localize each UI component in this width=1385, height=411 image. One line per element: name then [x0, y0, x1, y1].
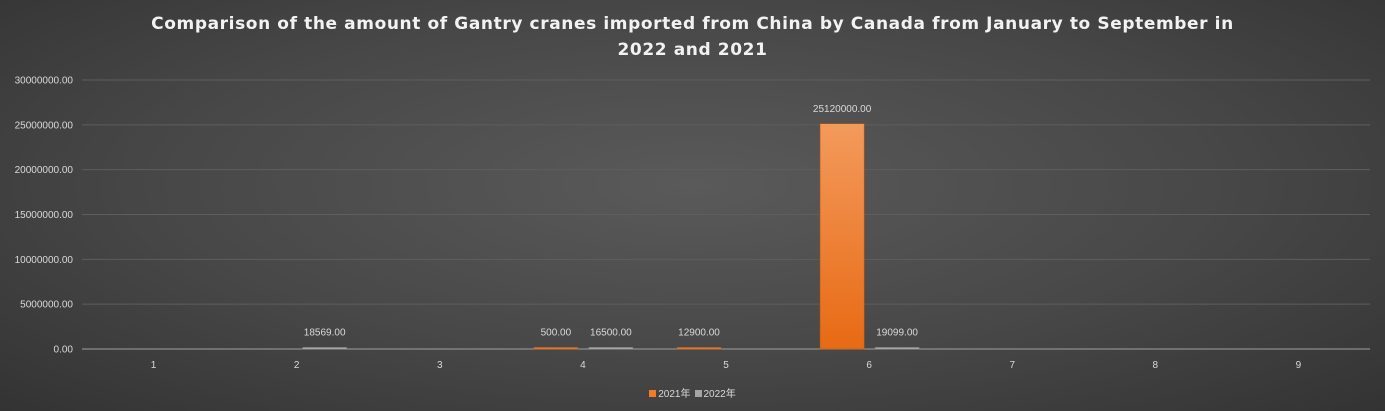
bar-2021年-4	[533, 347, 579, 350]
legend-label: 2022年	[703, 389, 736, 400]
bar-2022年-2	[302, 347, 347, 350]
data-label: 12900.00	[678, 328, 720, 339]
y-tick-label: 30000000.00	[15, 76, 74, 87]
x-tick-label: 7	[1009, 360, 1015, 371]
y-tick-label: 20000000.00	[15, 165, 74, 176]
bar-2022年-4	[588, 347, 634, 350]
x-tick-label: 3	[437, 360, 443, 371]
data-label: 19099.00	[876, 328, 918, 339]
y-tick-label: 0.00	[54, 345, 74, 356]
data-label: 500.00	[541, 328, 572, 339]
y-tick-label: 25000000.00	[15, 120, 74, 131]
data-label: 25120000.00	[813, 104, 872, 115]
legend-label: 2021年	[658, 389, 691, 400]
legend: 2021年 2022年	[0, 385, 1385, 400]
chart-title: Comparison of the amount of Gantry crane…	[0, 11, 1385, 63]
y-tick-label: 15000000.00	[15, 210, 74, 221]
data-label: 18569.00	[304, 328, 346, 339]
legend-item: 2021年	[649, 389, 691, 400]
legend-swatch	[694, 390, 702, 397]
legend-item: 2022年	[694, 389, 736, 400]
bar-2021年-6	[819, 123, 865, 350]
bar-2022年-6	[874, 347, 920, 350]
y-tick-label: 5000000.00	[20, 300, 73, 311]
data-label: 16500.00	[590, 328, 632, 339]
x-tick-label: 1	[151, 360, 157, 371]
x-tick-label: 2	[294, 360, 300, 371]
bar-2021年-5	[676, 347, 722, 350]
x-tick-label: 5	[723, 360, 729, 371]
chart-title-text: Comparison of the amount of Gantry crane…	[151, 14, 1234, 60]
x-tick-label: 6	[866, 360, 872, 371]
legend-swatch	[649, 390, 657, 397]
x-tick-label: 4	[580, 360, 586, 371]
x-tick-label: 9	[1296, 360, 1302, 371]
x-tick-label: 8	[1153, 360, 1159, 371]
y-tick-label: 10000000.00	[15, 255, 74, 266]
